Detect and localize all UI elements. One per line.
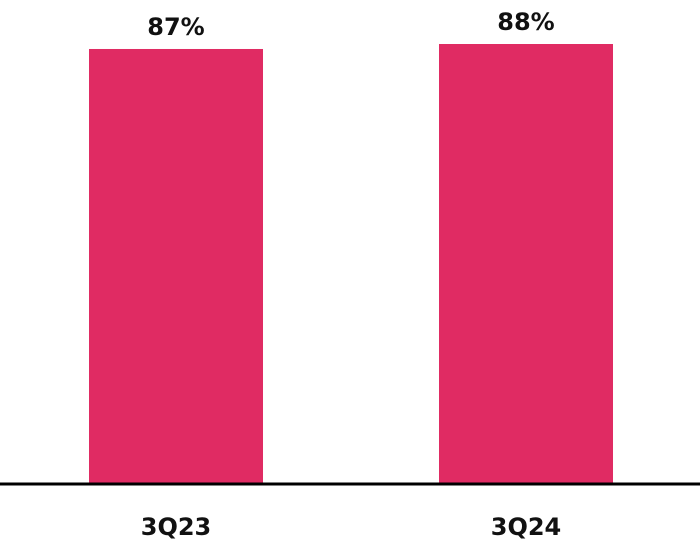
x-tick-label-3q24: 3Q24 bbox=[491, 513, 562, 541]
bar-3q23 bbox=[89, 48, 263, 483]
value-labels-group: 87% 88% bbox=[147, 8, 554, 41]
value-label-3q24: 88% bbox=[497, 8, 554, 36]
bar-3q24 bbox=[439, 44, 613, 483]
value-label-3q23: 87% bbox=[147, 13, 204, 41]
bars-group bbox=[89, 44, 613, 483]
x-tick-label-3q23: 3Q23 bbox=[141, 513, 212, 541]
x-tick-labels-group: 3Q23 3Q24 bbox=[141, 513, 562, 541]
